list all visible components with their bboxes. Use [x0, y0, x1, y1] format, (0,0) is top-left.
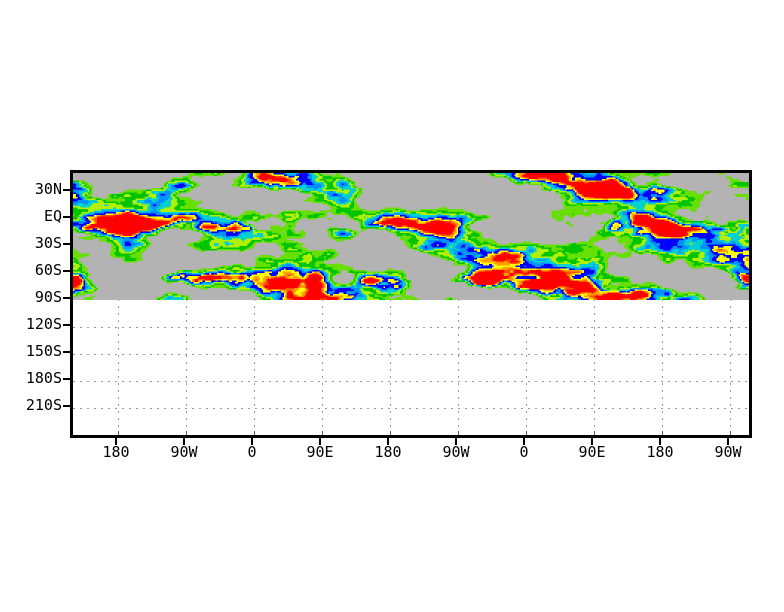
gridline-vertical: [594, 173, 595, 435]
y-tick-label: 120S: [25, 315, 62, 333]
x-axis-labels: 180 90W 0 90E 180 90W 0 90E 180 90W: [70, 445, 752, 465]
minor-tick-x: [254, 431, 255, 435]
gridline-vertical: [118, 173, 119, 435]
tick-x: [455, 438, 457, 445]
gridline-vertical: [458, 173, 459, 435]
x-tick-label: 90E: [306, 443, 334, 461]
tick-x: [251, 438, 253, 445]
plot-frame: [70, 170, 752, 438]
gridline-vertical: [526, 173, 527, 435]
gridline-vertical: [390, 173, 391, 435]
gridline-vertical: [254, 173, 255, 435]
x-tick-label: 90W: [442, 443, 470, 461]
tick-y-120s: [63, 324, 70, 326]
gridline-horizontal: [73, 381, 749, 382]
y-tick-label: 30N: [34, 180, 62, 198]
y-tick-label: 180S: [25, 369, 62, 387]
x-tick-label: 0: [519, 443, 529, 461]
tick-y-eq: [63, 216, 70, 218]
x-tick-label: 90W: [170, 443, 198, 461]
minor-tick-x: [458, 431, 459, 435]
y-tick-label: 90S: [34, 288, 62, 306]
tick-x: [387, 438, 389, 445]
tick-x: [727, 438, 729, 445]
tick-x: [659, 438, 661, 445]
minor-tick-x: [186, 431, 187, 435]
minor-tick-x: [526, 431, 527, 435]
minor-tick-x: [662, 431, 663, 435]
minor-tick-x: [322, 431, 323, 435]
tick-x: [115, 438, 117, 445]
x-tick-label: 90E: [578, 443, 606, 461]
gridline-horizontal: [73, 354, 749, 355]
x-tick-label: 90W: [714, 443, 742, 461]
tick-y-210s: [63, 405, 70, 407]
gridline-horizontal: [73, 327, 749, 328]
y-tick-label: 150S: [25, 342, 62, 360]
gridline-vertical: [730, 173, 731, 435]
shaded-data-field: [73, 173, 749, 300]
y-tick-label: EQ: [43, 207, 62, 225]
minor-tick-x: [390, 431, 391, 435]
minor-tick-x: [730, 431, 731, 435]
x-tick-label: 180: [102, 443, 130, 461]
tick-x: [591, 438, 593, 445]
y-tick-label: 30S: [34, 234, 62, 252]
tick-y-30n: [63, 189, 70, 191]
y-tick-label: 210S: [25, 396, 62, 414]
tick-y-150s: [63, 351, 70, 353]
tick-y-30s: [63, 243, 70, 245]
tick-x: [183, 438, 185, 445]
tick-y-60s: [63, 270, 70, 272]
x-tick-label: 180: [646, 443, 674, 461]
minor-tick-x: [594, 431, 595, 435]
tick-y-180s: [63, 378, 70, 380]
minor-tick-x: [118, 431, 119, 435]
plot-inner-area: [73, 173, 749, 435]
gridline-horizontal: [73, 408, 749, 409]
tick-x: [523, 438, 525, 445]
x-tick-label: 180: [374, 443, 402, 461]
gridline-vertical: [322, 173, 323, 435]
x-tick-label: 0: [247, 443, 257, 461]
y-tick-label: 60S: [34, 261, 62, 279]
gridline-vertical: [186, 173, 187, 435]
tick-y-90s: [63, 297, 70, 299]
tick-x: [319, 438, 321, 445]
gridline-vertical: [662, 173, 663, 435]
data-raster: [73, 173, 749, 300]
